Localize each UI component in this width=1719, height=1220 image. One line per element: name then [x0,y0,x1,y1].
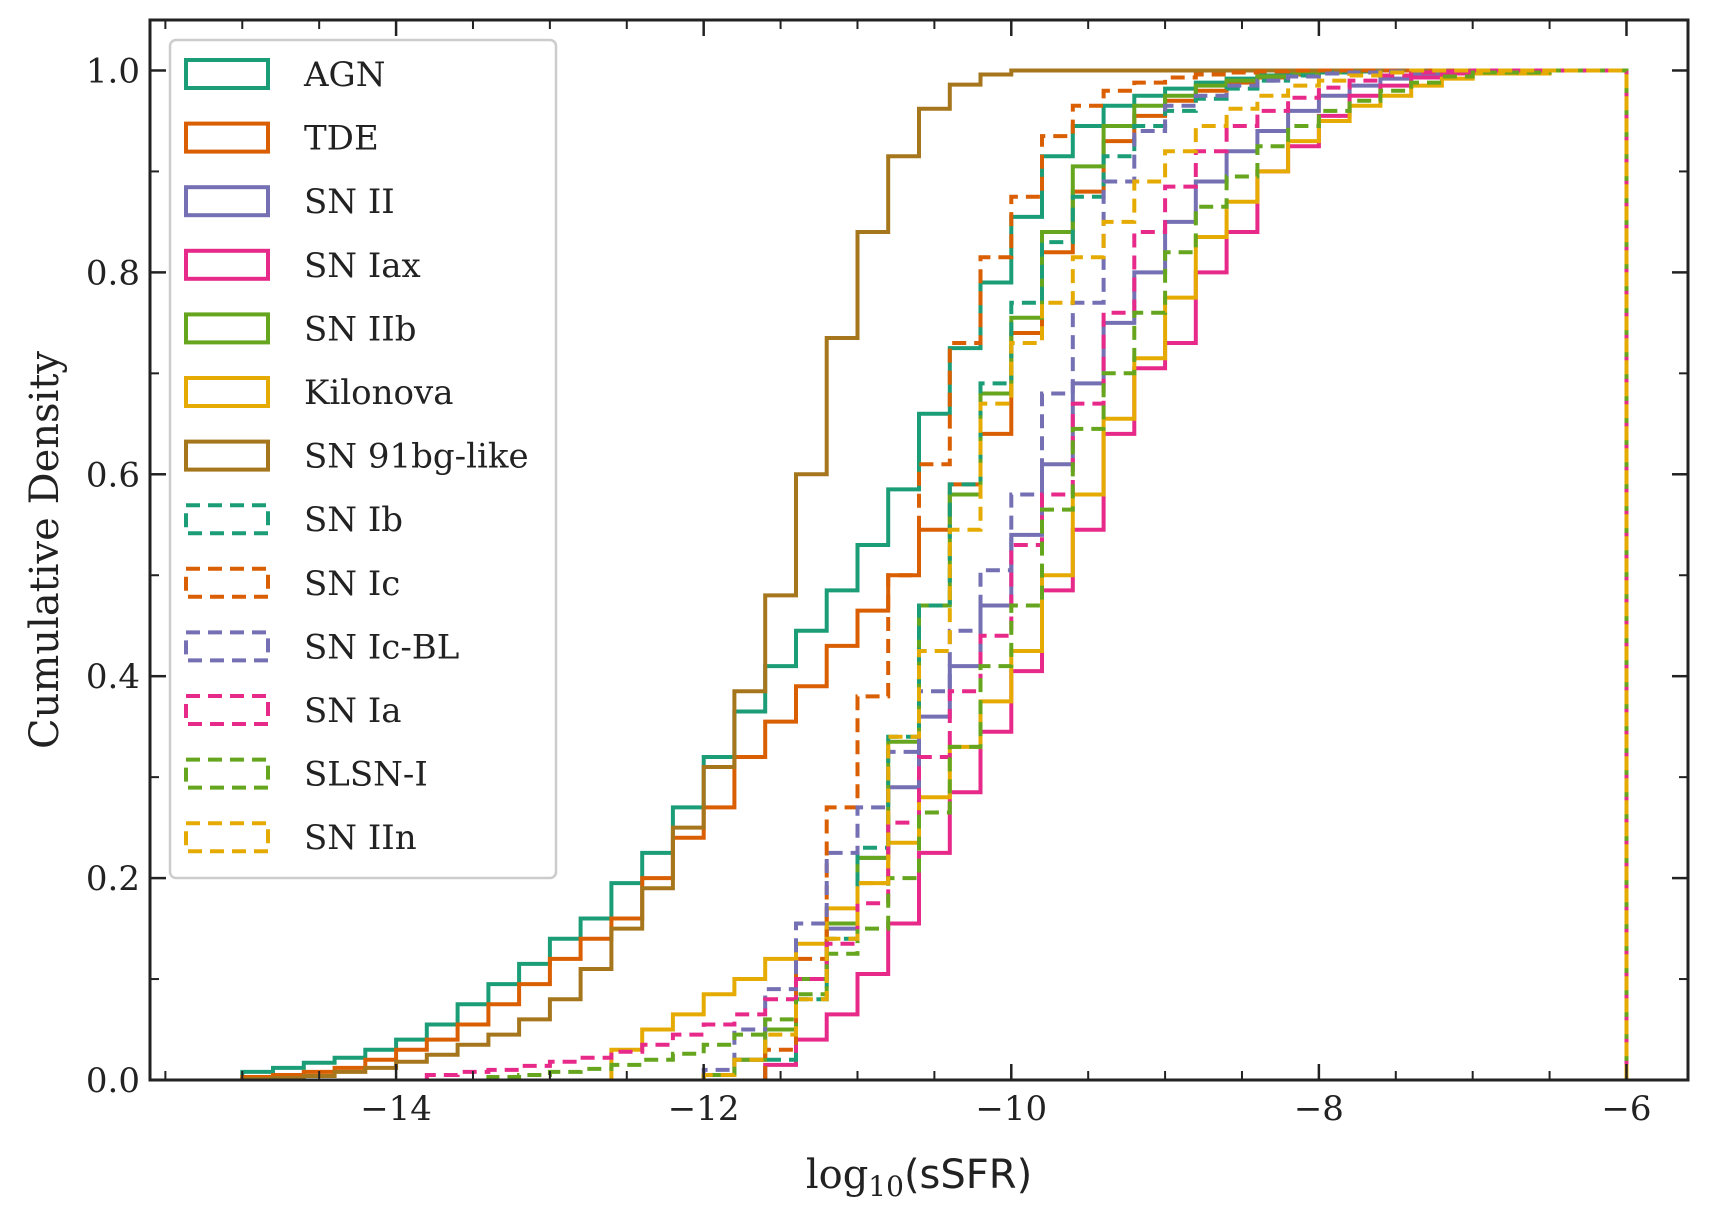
legend-label: TDE [304,119,379,159]
legend-swatch [184,821,270,854]
y-tick-label: 1.0 [86,51,140,91]
x-axis-label: log10(sSFR) [806,1152,1032,1203]
legend-label: SN Ic-BL [304,627,459,667]
legend-label: Kilonova [304,373,453,413]
legend-label: SN II [304,182,395,222]
legend-swatch [184,58,270,90]
x-axis-label-subscript: 10 [868,1170,904,1203]
legend-swatch [184,312,270,345]
legend-label: SN Ib [304,500,403,540]
legend-swatch [184,757,270,790]
series-line-sn-ib [763,68,1629,1080]
legend-swatch [184,121,270,154]
legend-label: SN IIb [304,309,416,349]
legend-swatch [184,630,270,663]
legend-label: SN Ia [304,691,402,731]
y-tick-label: 0.6 [86,455,140,495]
legend-label: SLSN-I [304,755,428,795]
legend-label: AGN [303,55,385,95]
x-tick-label: −8 [1294,1089,1344,1129]
plot-frame [148,18,1690,1082]
legend-swatch [184,503,270,536]
legend-swatch [184,566,270,599]
x-tick-label: −12 [668,1089,740,1129]
y-tick-label: 0.0 [86,1061,140,1101]
x-tick-label: −10 [975,1089,1047,1129]
y-tick-label: 0.2 [86,859,140,899]
legend-label: SN Ic [304,564,400,604]
legend-label: SN 91bg-like [304,437,529,477]
series-line-sn-iin [701,68,1629,1080]
x-axis-label-argument: (sSFR) [904,1152,1032,1198]
y-axis-label: Cumulative Density [22,351,68,749]
x-tick-label: −14 [360,1089,432,1129]
legend-label: SN Iax [304,246,421,286]
legend-swatch [184,376,270,408]
series-line-sn-ic [763,68,1629,1080]
tick-layer: −14 −12 −10 −8 −6 0.0 0.2 0.4 0.6 0.8 1.0 [86,20,1688,1129]
legend-label: SN IIn [304,818,417,858]
legend-swatch [184,694,270,726]
legend: AGN TDE SN II SN Iax SN IIb Kilonova SN 91bg-l… [168,38,558,880]
y-tick-label: 0.4 [86,657,140,697]
legend-swatch [184,439,270,472]
series-line-sn-ia [424,68,1629,1080]
series-line-sn-ic-bl [701,68,1629,1080]
series-line-slsn-i [486,68,1629,1080]
legend-swatch [184,185,270,218]
series-layer [240,68,1629,1081]
legend-swatch [184,248,270,281]
y-tick-label: 0.8 [86,253,140,293]
x-tick-label: −6 [1601,1089,1651,1129]
x-axis-label-main: log [806,1152,868,1198]
